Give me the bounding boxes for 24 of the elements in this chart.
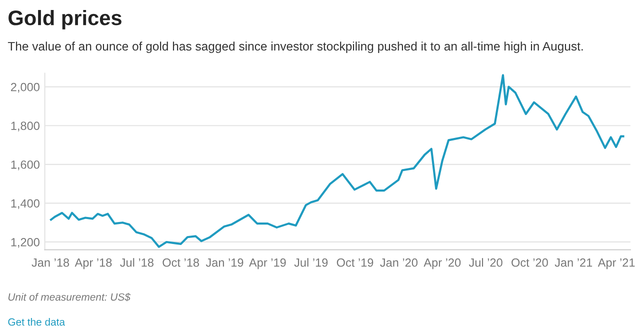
chart-subtitle: The value of an ounce of gold has sagged since investor stockpiling pushed it to an all-time high in August. bbox=[8, 42, 583, 54]
x-tick-label: Jul ’18 bbox=[120, 258, 154, 267]
y-tick-label: 1,200 bbox=[11, 238, 40, 248]
y-tick-label: 1,800 bbox=[11, 122, 40, 132]
text: Get the data bbox=[8, 318, 66, 326]
x-tick-label: Oct ’19 bbox=[336, 258, 374, 267]
x-tick-label: Oct ’20 bbox=[512, 258, 548, 267]
x-tick-label: Jan ’20 bbox=[380, 258, 418, 267]
y-tick-label: 1,400 bbox=[11, 199, 40, 209]
x-tick-label: Oct ’18 bbox=[162, 258, 200, 267]
text: Unit of measurement: US$ bbox=[8, 292, 131, 302]
x-tick-label: Jul ’20 bbox=[468, 258, 502, 267]
x-tick-label: Jan ’19 bbox=[206, 258, 244, 267]
x-tick-label: Apr ’20 bbox=[424, 258, 461, 270]
x-tick-label: Apr ’19 bbox=[249, 258, 286, 270]
y-tick-label: 1,600 bbox=[11, 160, 40, 170]
line-series bbox=[50, 74, 624, 248]
x-tick-label: Jul ’19 bbox=[294, 258, 328, 267]
chart-title: Gold prices bbox=[8, 10, 122, 30]
x-tick-label: Apr ’21 bbox=[598, 258, 635, 270]
x-tick-label: Apr ’18 bbox=[74, 258, 112, 270]
x-tick-label: Jan ’18 bbox=[32, 258, 70, 267]
x-tick-label: Jan ’21 bbox=[554, 258, 592, 267]
y-tick-label: 2,000 bbox=[10, 82, 40, 93]
